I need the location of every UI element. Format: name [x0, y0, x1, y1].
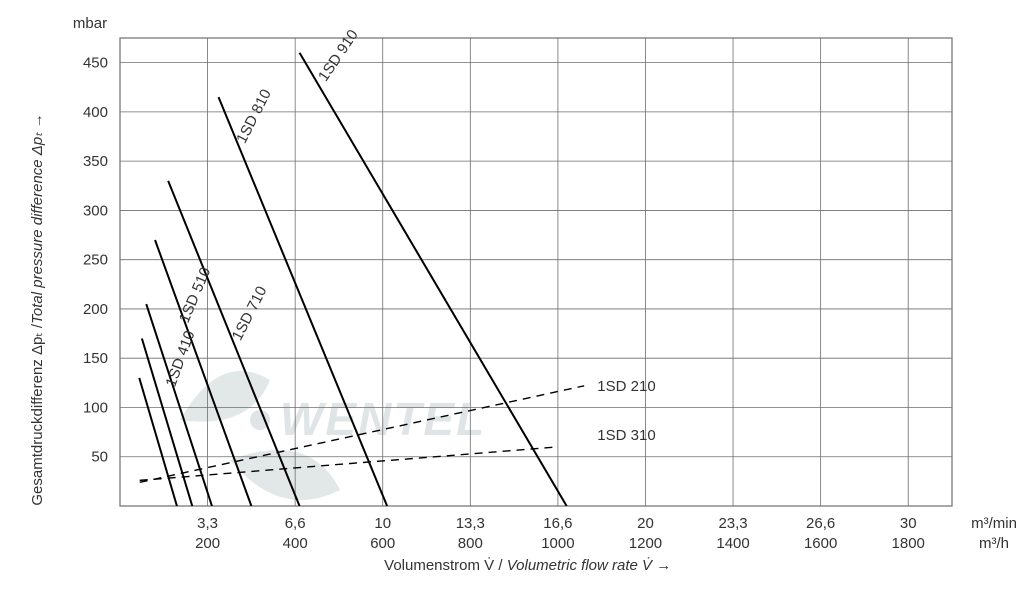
x-tick-m3h: 600	[370, 535, 395, 552]
x-tick-m3h: 1600	[804, 535, 837, 552]
dashed-label: 1SD 210	[597, 378, 655, 395]
dashed-label: 1SD 310	[597, 427, 655, 444]
x-tick-m3h: 1200	[629, 535, 662, 552]
x-tick-m3h: 400	[283, 535, 308, 552]
y-tick-label: 200	[83, 301, 108, 318]
y-axis-label: Gesamtdruckdifferenz Δpₜ /Total pressure…	[29, 113, 46, 505]
chart-container: WENTEL50100150200250300350400450mbar3,32…	[0, 0, 1032, 591]
x-tick-m3min: 16,6	[543, 515, 572, 532]
x-tick-m3min: 26,6	[806, 515, 835, 532]
y-tick-label: 100	[83, 399, 108, 416]
y-tick-label: 450	[83, 55, 108, 72]
y-tick-label: 150	[83, 350, 108, 367]
y-tick-label: 250	[83, 252, 108, 269]
x-unit-m3h: m³/h	[979, 535, 1009, 552]
x-tick-m3min: 6,6	[285, 515, 306, 532]
x-tick-m3min: 13,3	[456, 515, 485, 532]
x-tick-m3h: 800	[458, 535, 483, 552]
x-tick-m3min: 23,3	[718, 515, 747, 532]
y-tick-label: 50	[91, 449, 108, 466]
y-tick-label: 400	[83, 104, 108, 121]
x-tick-m3min: 30	[900, 515, 917, 532]
y-unit-label: mbar	[73, 15, 107, 32]
x-tick-m3min: 20	[637, 515, 654, 532]
x-tick-m3h: 200	[195, 535, 220, 552]
x-unit-m3min: m³/min	[971, 515, 1017, 532]
pressure-flow-chart: WENTEL50100150200250300350400450mbar3,32…	[0, 0, 1032, 591]
y-tick-label: 300	[83, 202, 108, 219]
x-tick-m3h: 1800	[892, 535, 925, 552]
x-tick-m3h: 1000	[541, 535, 574, 552]
x-tick-m3min: 3,3	[197, 515, 218, 532]
x-axis-label: Volumenstrom V̇ / Volumetric flow rate V…	[384, 557, 671, 574]
x-tick-m3min: 10	[374, 515, 391, 532]
y-tick-label: 350	[83, 153, 108, 170]
x-tick-m3h: 1400	[716, 535, 749, 552]
